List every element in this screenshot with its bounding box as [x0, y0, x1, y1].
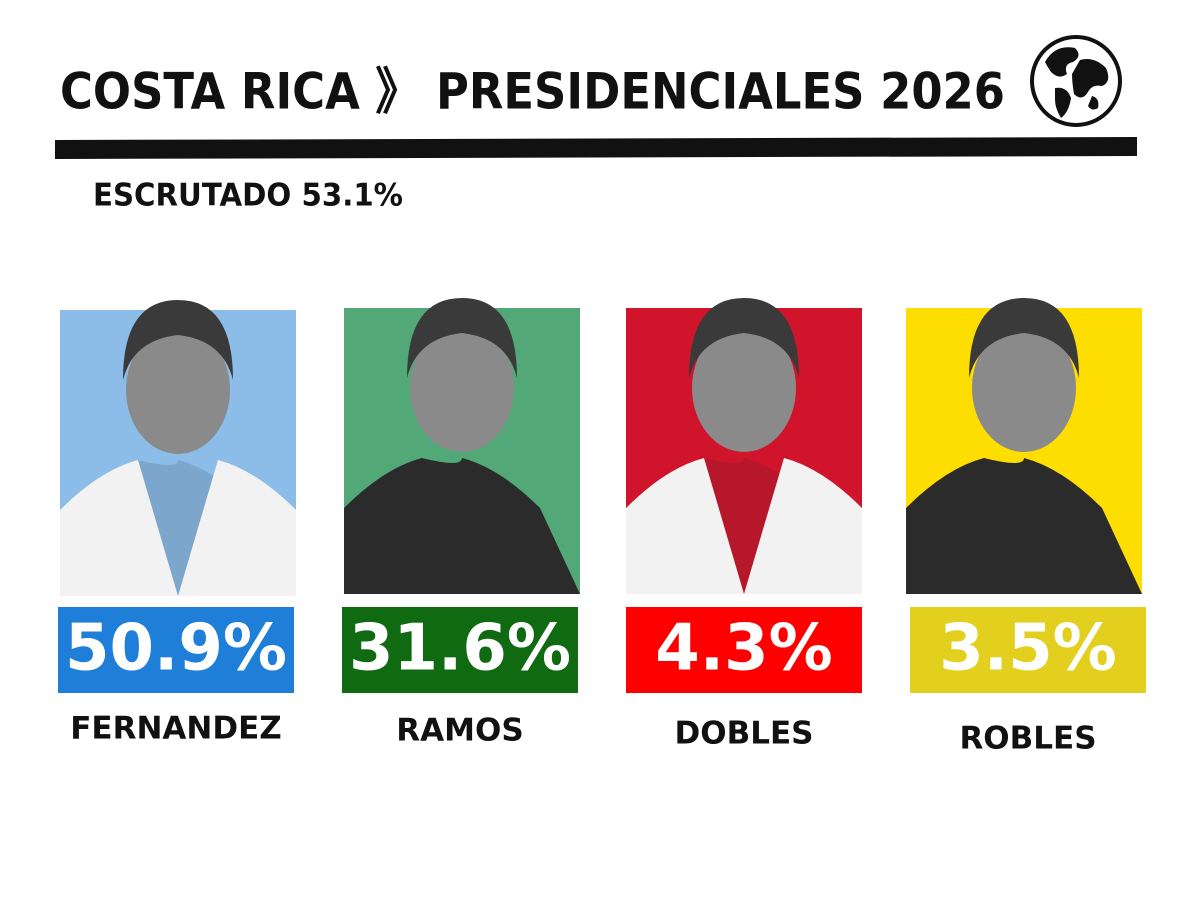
photo-hair	[969, 298, 1079, 378]
title-rule	[55, 137, 1137, 159]
photo-hair	[407, 298, 517, 378]
candidate-card: 50.9% FERNANDEZ	[58, 300, 296, 747]
photo-hair	[689, 298, 799, 378]
result-label: 3.5%	[939, 612, 1117, 686]
photo-jacket	[626, 458, 862, 594]
result-box	[58, 607, 294, 693]
photo-head	[972, 324, 1076, 452]
photo-silhouette	[906, 458, 1142, 594]
result-label: 31.6%	[349, 612, 571, 686]
title: COSTA RICA 》 PRESIDENCIALES 2026	[60, 63, 1005, 121]
photo-head	[692, 324, 796, 452]
candidate-name: FERNANDEZ	[70, 711, 282, 747]
photo-jacket	[60, 460, 296, 596]
photo-head	[126, 326, 230, 454]
subtitle: ESCRUTADO 53.1%	[93, 178, 403, 214]
candidate-card: 31.6% RAMOS	[342, 298, 580, 749]
photo-hair	[123, 300, 233, 380]
candidate-card: 3.5% ROBLES	[906, 298, 1146, 757]
result-box	[910, 607, 1146, 693]
candidate-card: 4.3% DOBLES	[626, 298, 862, 752]
result-box	[626, 607, 862, 693]
result-label: 50.9%	[65, 612, 287, 686]
candidate-name: DOBLES	[675, 716, 814, 752]
globe-icon	[1030, 35, 1122, 127]
candidate-name: RAMOS	[396, 713, 523, 749]
result-box	[342, 607, 578, 693]
photo-silhouette	[344, 458, 580, 594]
result-label: 4.3%	[655, 612, 833, 686]
candidate-name: ROBLES	[959, 721, 1096, 757]
photo-head	[410, 324, 514, 452]
